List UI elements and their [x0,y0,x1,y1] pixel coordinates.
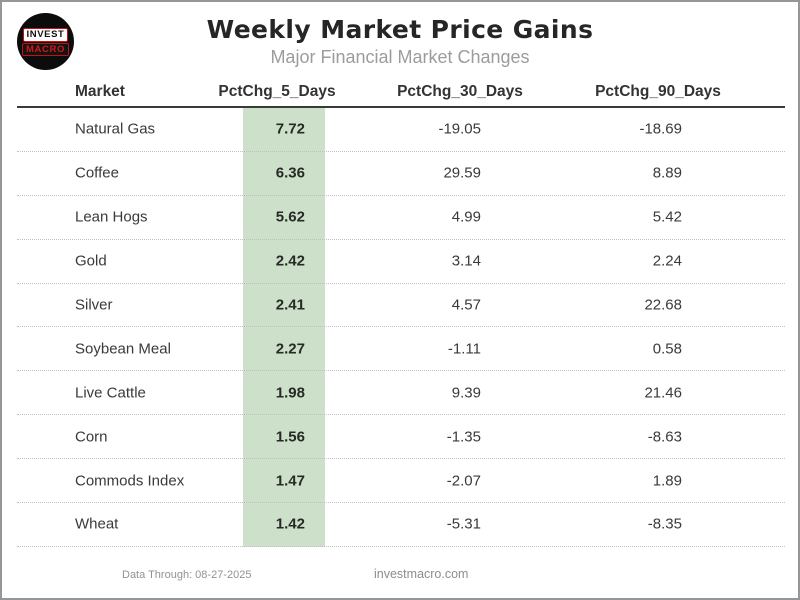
table-row: Corn 1.56 -1.35 -8.63 [17,415,785,460]
table-row: Commods Index 1.47 -2.07 1.89 [17,459,785,504]
cell-pctchg-30-days: 9.39 [451,384,481,402]
cell-pctchg-30-days: -1.35 [446,428,481,446]
cell-pctchg-90-days: 0.58 [652,340,682,358]
table-row: Natural Gas 7.72 -19.05 -18.69 [17,108,785,152]
cell-market: Live Cattle [75,384,146,402]
column-header-5-days: PctChg_5_Days [218,83,336,100]
cell-pctchg-5-days: 7.72 [275,120,305,138]
cell-pctchg-90-days: 8.89 [652,164,682,182]
cell-market: Silver [75,296,113,314]
page-subtitle: Major Financial Market Changes [270,47,530,67]
cell-pctchg-90-days: -8.35 [647,515,682,533]
cell-market: Lean Hogs [75,208,148,226]
website-label: investmacro.com [374,567,469,581]
cell-market: Natural Gas [75,120,156,138]
cell-market: Wheat [75,515,119,533]
cell-pctchg-5-days: 2.42 [275,252,305,270]
cell-pctchg-30-days: 29.59 [443,164,481,182]
cell-pctchg-30-days: -1.11 [447,340,481,358]
cell-pctchg-30-days: -5.31 [446,515,481,533]
cell-pctchg-90-days: 5.42 [652,208,682,226]
cell-pctchg-5-days: 1.42 [275,515,305,533]
cell-market: Coffee [75,164,119,182]
table-row: Silver 2.41 4.57 22.68 [17,284,785,328]
cell-market: Commods Index [75,472,185,490]
cell-market: Gold [75,252,107,270]
cell-pctchg-5-days: 2.41 [275,296,305,314]
table-header-row: Market PctChg_5_Days PctChg_30_Days PctC… [17,80,785,108]
page-title: Weekly Market Price Gains [206,15,594,44]
column-header-30-days: PctChg_30_Days [397,83,523,100]
cell-pctchg-5-days: 5.62 [275,208,305,226]
table-row: Wheat 1.42 -5.31 -8.35 [17,503,785,547]
table-row: Live Cattle 1.98 9.39 21.46 [17,371,785,416]
cell-pctchg-5-days: 1.98 [275,384,305,402]
data-through-label: Data Through: 08-27-2025 [122,569,252,581]
cell-pctchg-5-days: 6.36 [275,164,305,182]
cell-pctchg-90-days: -18.69 [639,120,682,138]
market-table: Market PctChg_5_Days PctChg_30_Days PctC… [17,80,785,547]
table-row: Coffee 6.36 29.59 8.89 [17,152,785,196]
cell-pctchg-5-days: 2.27 [275,340,305,358]
cell-pctchg-90-days: 21.46 [644,384,682,402]
cell-pctchg-30-days: 3.14 [451,252,481,270]
cell-pctchg-30-days: 4.99 [451,208,481,226]
cell-pctchg-5-days: 1.56 [275,428,305,446]
logo-invest-text: INVEST [22,27,69,42]
cell-pctchg-90-days: -8.63 [647,428,682,446]
cell-pctchg-90-days: 22.68 [644,296,682,314]
cell-pctchg-90-days: 2.24 [652,252,682,270]
cell-pctchg-5-days: 1.47 [275,472,305,490]
cell-pctchg-30-days: -2.07 [446,472,481,490]
logo-macro-text: MACRO [22,42,69,56]
table-row: Lean Hogs 5.62 4.99 5.42 [17,196,785,240]
table-row: Soybean Meal 2.27 -1.11 0.58 [17,327,785,372]
investmacro-logo: INVEST MACRO [17,13,74,70]
cell-pctchg-90-days: 1.89 [652,472,682,490]
table-row: Gold 2.42 3.14 2.24 [17,240,785,284]
cell-pctchg-30-days: 4.57 [451,296,481,314]
cell-market: Corn [75,428,108,446]
highlight-column-background [243,108,325,547]
column-header-90-days: PctChg_90_Days [595,83,721,100]
cell-market: Soybean Meal [75,340,171,358]
table-body: Natural Gas 7.72 -19.05 -18.69 Coffee 6.36 29.… [17,108,785,547]
cell-pctchg-30-days: -19.05 [438,120,481,138]
column-header-market: Market [75,83,125,100]
